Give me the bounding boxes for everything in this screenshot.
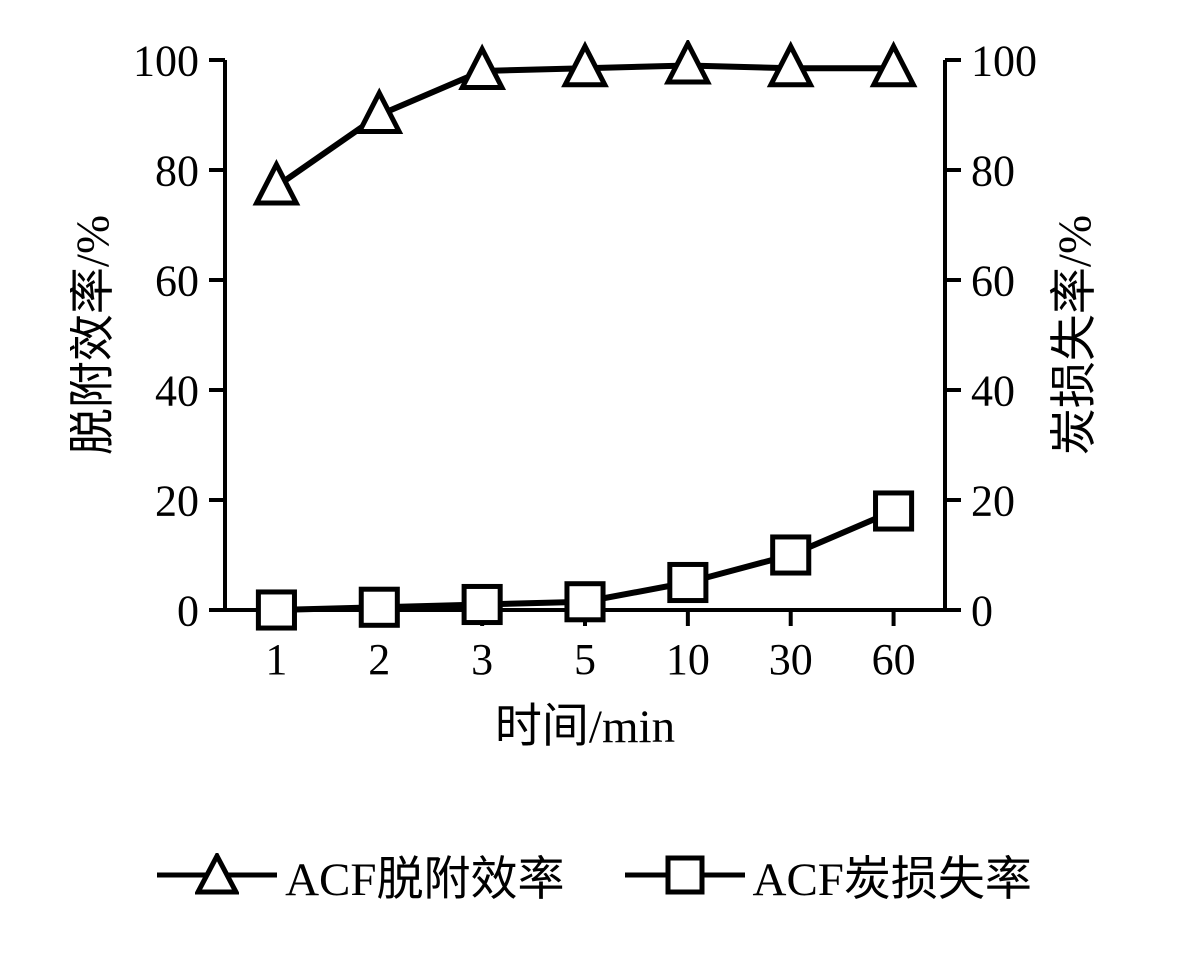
- legend-marker-triangle: [157, 856, 277, 894]
- svg-text:60: 60: [872, 635, 916, 684]
- svg-text:40: 40: [971, 366, 1015, 415]
- svg-text:100: 100: [133, 40, 199, 85]
- dual-axis-line-chart: 0 20 40 60 80 100 0 20 40 60 80 100 1 2 3 5 10 30 60 时间/min…: [70, 40, 1120, 770]
- marker-square: [670, 564, 706, 600]
- marker-square: [361, 589, 397, 625]
- legend-marker-square: [625, 856, 745, 894]
- marker-triangle: [668, 44, 708, 83]
- svg-text:20: 20: [971, 476, 1015, 525]
- svg-text:30: 30: [769, 635, 813, 684]
- svg-text:60: 60: [155, 256, 199, 305]
- svg-text:5: 5: [574, 635, 596, 684]
- marker-square: [773, 537, 809, 573]
- marker-square: [567, 584, 603, 620]
- svg-text:40: 40: [155, 366, 199, 415]
- marker-triangle: [257, 165, 297, 204]
- legend-label-loss: ACF炭损失率: [753, 840, 1032, 909]
- page: 0 20 40 60 80 100 0 20 40 60 80 100 1 2 3 5 10 30 60 时间/min…: [0, 0, 1189, 957]
- legend-item-loss: ACF炭损失率: [625, 840, 1032, 909]
- svg-text:0: 0: [177, 586, 199, 635]
- svg-text:时间/min: 时间/min: [495, 701, 675, 753]
- marker-square: [258, 592, 294, 628]
- svg-text:80: 80: [971, 146, 1015, 195]
- svg-text:1: 1: [265, 635, 287, 684]
- svg-text:2: 2: [368, 635, 390, 684]
- svg-text:100: 100: [971, 40, 1037, 85]
- svg-text:3: 3: [471, 635, 493, 684]
- svg-text:20: 20: [155, 476, 199, 525]
- svg-text:80: 80: [155, 146, 199, 195]
- svg-text:60: 60: [971, 256, 1015, 305]
- legend: ACF脱附效率 ACF炭损失率: [0, 840, 1189, 909]
- legend-item-desorption: ACF脱附效率: [157, 840, 564, 909]
- svg-text:0: 0: [971, 586, 993, 635]
- marker-square: [464, 586, 500, 622]
- y-right-label: 炭损失率/%: [1049, 215, 1101, 455]
- y-left-label: 脱附效率/%: [70, 215, 119, 455]
- marker-square: [876, 493, 912, 529]
- svg-text:10: 10: [666, 635, 710, 684]
- legend-label-desorption: ACF脱附效率: [285, 840, 564, 909]
